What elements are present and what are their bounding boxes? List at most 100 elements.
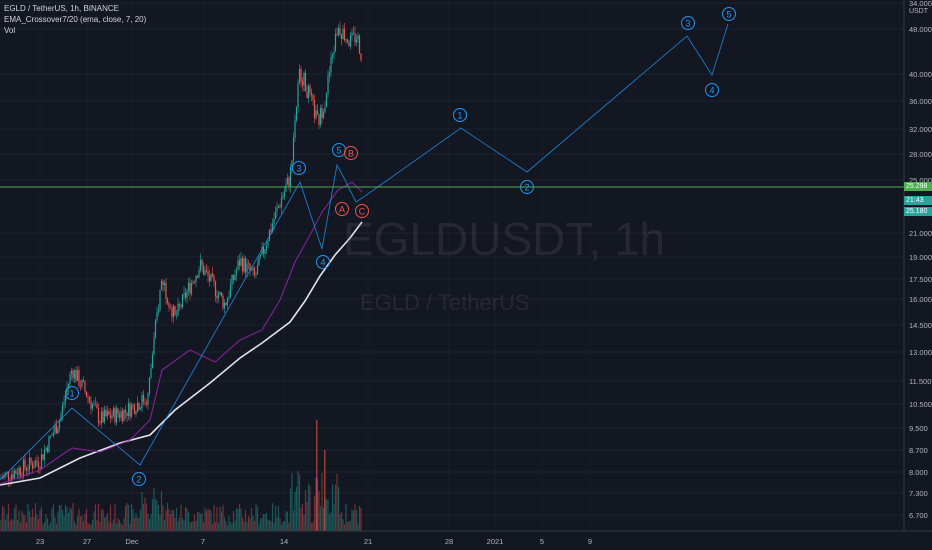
volume-bar bbox=[135, 513, 137, 531]
candle-body bbox=[126, 412, 128, 417]
candle-body bbox=[166, 298, 169, 303]
wave-label-3: 3 bbox=[681, 16, 695, 30]
legend-symbol[interactable]: EGLD / TetherUS, 1h, BINANCE bbox=[4, 4, 120, 13]
candle-body bbox=[232, 274, 235, 281]
volume-bar bbox=[292, 510, 295, 531]
candle-body bbox=[115, 408, 118, 423]
price-candles bbox=[0, 21, 362, 488]
candle-body bbox=[112, 408, 115, 417]
candle-body bbox=[102, 411, 104, 423]
volume-bar bbox=[268, 520, 271, 531]
candle-body bbox=[277, 205, 280, 208]
volume-bar bbox=[177, 521, 179, 531]
volume-bar bbox=[174, 517, 176, 531]
candle-body bbox=[255, 274, 257, 276]
volume-bar bbox=[285, 511, 287, 531]
volume-bar bbox=[327, 499, 329, 531]
time-tick-label: 14 bbox=[280, 537, 288, 546]
candle-body bbox=[127, 403, 130, 417]
volume-bar bbox=[54, 517, 56, 531]
candle-body bbox=[328, 72, 331, 76]
time-tick-label: 5 bbox=[540, 537, 544, 546]
volume-bar bbox=[94, 504, 97, 531]
candle-body bbox=[154, 320, 157, 338]
volume-bar bbox=[337, 486, 340, 531]
wave-label-text: 5 bbox=[336, 146, 341, 156]
candle-body bbox=[76, 370, 79, 381]
legend-ema-indicator[interactable]: EMA_Crossover7/20 (ema, close, 7, 20) bbox=[4, 15, 147, 24]
time-tick-label: 2021 bbox=[487, 537, 504, 546]
volume-bar bbox=[286, 511, 289, 531]
wave-label-circle bbox=[335, 202, 349, 216]
volume-bar bbox=[273, 522, 275, 531]
volume-bar bbox=[204, 507, 206, 531]
candle-body bbox=[25, 467, 28, 471]
candle-body bbox=[196, 275, 199, 278]
candle-body bbox=[81, 380, 83, 387]
candle-body bbox=[60, 414, 62, 422]
volume-bar bbox=[120, 522, 122, 531]
candle-body bbox=[175, 315, 178, 316]
volume-bar bbox=[19, 523, 22, 531]
volume-bar bbox=[258, 524, 260, 531]
volume-bar bbox=[297, 470, 299, 531]
wave-label-5: 5 bbox=[332, 143, 346, 157]
candle-body bbox=[337, 27, 340, 35]
candle-body bbox=[96, 403, 98, 409]
volume-bar bbox=[34, 503, 37, 531]
volume-bar bbox=[139, 509, 142, 531]
candle-body bbox=[180, 305, 182, 308]
candle-body bbox=[354, 33, 356, 43]
volume-bar bbox=[246, 522, 248, 531]
candle-body bbox=[85, 391, 88, 397]
volume-bar bbox=[172, 510, 175, 531]
candle-body bbox=[163, 282, 166, 286]
volume-bar bbox=[201, 513, 203, 531]
candle-body bbox=[234, 275, 236, 281]
volume-bar bbox=[151, 499, 154, 531]
wave-label-B: B bbox=[344, 146, 358, 160]
volume-bar bbox=[33, 517, 35, 531]
candle-body bbox=[258, 256, 260, 266]
candle-body bbox=[172, 306, 175, 318]
volume-bar bbox=[52, 504, 55, 531]
candle-body bbox=[165, 282, 167, 299]
volume-bar bbox=[307, 483, 310, 531]
price-tick-label: 16.000 bbox=[909, 295, 932, 304]
time-tick-label: 7 bbox=[201, 537, 205, 546]
volume-bar bbox=[312, 522, 314, 531]
candle-body bbox=[198, 269, 200, 278]
candle-body bbox=[138, 402, 140, 410]
volume-bar bbox=[81, 515, 83, 531]
candle-body bbox=[4, 472, 7, 475]
volume-bar bbox=[129, 523, 131, 531]
candle-body bbox=[343, 28, 346, 41]
candle-body bbox=[10, 474, 13, 481]
candle-body bbox=[360, 53, 362, 61]
candle-body bbox=[351, 32, 353, 36]
volume-bar bbox=[237, 508, 239, 531]
legend-volume[interactable]: Vol bbox=[4, 26, 16, 35]
volume-bar bbox=[84, 513, 86, 531]
volume-bar bbox=[85, 508, 88, 531]
candle-body bbox=[331, 54, 334, 58]
candle-body bbox=[90, 401, 92, 409]
candle-body bbox=[243, 258, 245, 272]
volume-bar bbox=[169, 514, 172, 531]
candle-body bbox=[271, 223, 274, 232]
candle-body bbox=[58, 421, 61, 429]
candle-body bbox=[174, 306, 176, 316]
price-tick-label: 11.500 bbox=[909, 377, 931, 386]
volume-bar bbox=[156, 500, 158, 531]
wave-label-1: 1 bbox=[65, 386, 79, 400]
volume-bar bbox=[76, 516, 79, 531]
candle-body bbox=[67, 383, 70, 389]
ema-lines bbox=[0, 181, 363, 486]
wave-label-2: 2 bbox=[132, 472, 146, 486]
volume-bar bbox=[109, 504, 112, 531]
volume-bar bbox=[75, 524, 77, 531]
candle-body bbox=[61, 405, 64, 415]
candle-body bbox=[82, 380, 85, 382]
candle-body bbox=[30, 457, 32, 464]
